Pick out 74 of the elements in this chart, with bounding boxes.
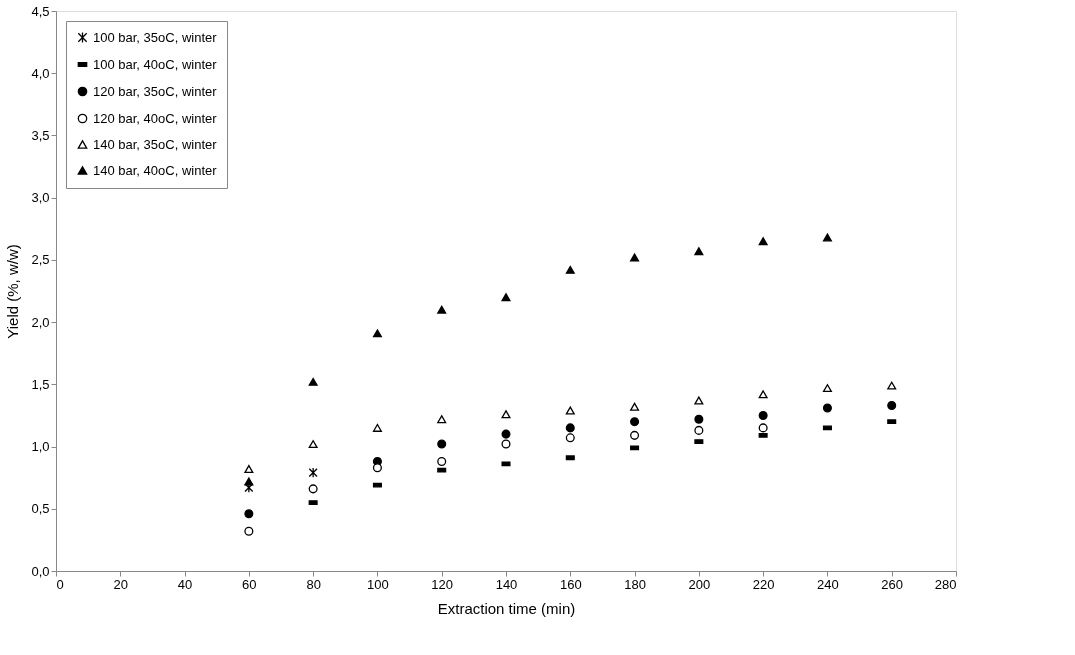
legend-label: 140 bar, 35oC, winter [93, 136, 218, 152]
point [308, 440, 318, 449]
x-tick-label: 20 [113, 576, 129, 592]
legend-label: 100 bar, 40oC, winter [93, 56, 218, 72]
point [822, 403, 832, 413]
point [630, 417, 640, 427]
point [244, 509, 254, 519]
point [244, 482, 254, 493]
point [694, 414, 704, 424]
x-tick-label: 80 [306, 576, 321, 592]
x-tick-label: 280 [934, 576, 957, 592]
point [565, 433, 575, 443]
x-tick-label: 260 [881, 576, 904, 592]
x-axis-title: Extraction time (min) [437, 599, 576, 617]
legend-label: 140 bar, 40oC, winter [93, 162, 218, 178]
legend-label: 120 bar, 40oC, winter [93, 110, 218, 126]
point [887, 400, 897, 410]
x-tick-label: 200 [688, 576, 711, 592]
point [244, 477, 254, 486]
x-tick-label: 140 [495, 576, 518, 592]
point [758, 423, 768, 433]
point [308, 377, 318, 386]
y-tick-label: 1,5 [31, 376, 50, 392]
point [630, 253, 640, 262]
point [694, 425, 704, 435]
point [437, 305, 447, 314]
point [758, 390, 768, 399]
point [372, 423, 382, 432]
point [630, 430, 640, 440]
x-tick-label: 60 [242, 576, 257, 592]
y-tick-label: 4,5 [31, 3, 50, 19]
x-tick-label: 0 [56, 576, 64, 592]
point [437, 456, 447, 466]
y-tick-label: 3,0 [31, 190, 50, 206]
point [758, 237, 768, 246]
point [372, 329, 382, 338]
point [887, 381, 897, 390]
point [630, 402, 640, 411]
point [437, 415, 447, 424]
point [822, 384, 832, 393]
y-tick-label: 0,0 [31, 563, 50, 579]
point [565, 265, 575, 274]
legend-label: 100 bar, 35oC, winter [93, 29, 218, 45]
y-axis-title: Yield (%, w/w) [4, 244, 22, 339]
point [501, 293, 511, 302]
point [308, 484, 318, 494]
point [372, 463, 382, 473]
point [501, 439, 511, 449]
point [694, 396, 704, 405]
x-tick-label: 220 [752, 576, 775, 592]
x-tick-label: 240 [817, 576, 839, 592]
x-tick-label: 100 [367, 576, 389, 592]
x-tick-label: 120 [431, 576, 454, 592]
point [694, 247, 704, 256]
y-tick-label: 2,5 [31, 252, 50, 268]
point [244, 526, 254, 536]
y-tick-label: 0,5 [31, 501, 50, 517]
point [758, 410, 768, 420]
y-tick-label: 1,0 [31, 439, 50, 455]
x-tick-label: 160 [559, 576, 582, 592]
y-tick-label: 4,0 [31, 65, 50, 81]
y-tick-label: 3,5 [31, 127, 50, 143]
point [565, 406, 575, 415]
y-tick-label: 2,0 [31, 314, 50, 330]
point [501, 429, 511, 439]
x-tick-label: 180 [624, 576, 646, 592]
point [565, 423, 575, 433]
point [822, 233, 832, 242]
point [308, 467, 318, 478]
x-tick-label: 40 [177, 576, 193, 592]
point [501, 410, 511, 419]
legend-label: 120 bar, 35oC, winter [93, 83, 218, 99]
point [437, 439, 447, 449]
point [244, 464, 254, 473]
